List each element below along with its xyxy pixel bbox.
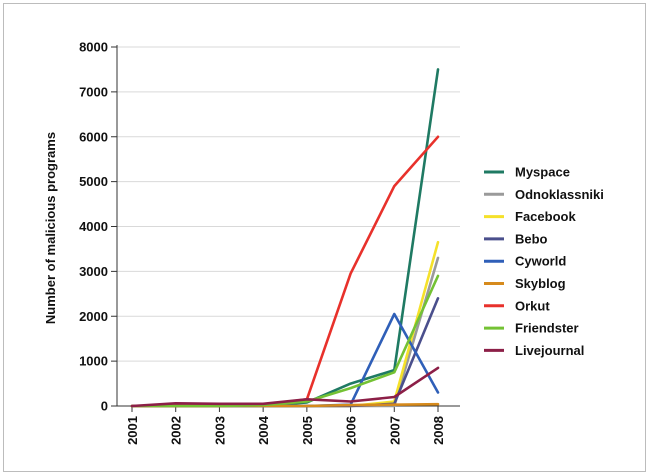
- series-line-cyworld: [130, 312, 440, 408]
- series-line-myspace: [130, 68, 440, 408]
- tick-labels: 0 1000 2000 3000 4000 5000 6000 7000 8000 2001 200…: [79, 40, 446, 445]
- series-line-bebo: [130, 296, 440, 408]
- legend-label: Friendster: [515, 321, 579, 336]
- y-tick-label: 7000: [79, 84, 108, 99]
- x-tick-label: 2007: [387, 416, 402, 445]
- series-line-odnoklassniki: [130, 256, 440, 408]
- legend-label: Bebo: [515, 231, 548, 246]
- series-line-friendster: [130, 274, 440, 408]
- y-tick-label: 8000: [79, 40, 108, 55]
- x-tick-label: 2005: [300, 416, 315, 445]
- legend-label: Myspace: [515, 165, 570, 180]
- series-lines: [130, 68, 440, 408]
- grid-lines: [117, 46, 460, 362]
- legend-label: Cyworld: [515, 254, 566, 269]
- y-tick-label: 1000: [79, 354, 108, 369]
- y-tick-label: 0: [101, 399, 108, 414]
- series-line-facebook: [130, 240, 440, 408]
- legend-label: Livejournal: [515, 343, 584, 358]
- x-tick-label: 2003: [212, 416, 227, 445]
- legend-label: Odnoklassniki: [515, 187, 604, 202]
- y-tick-label: 4000: [79, 219, 108, 234]
- y-axis-title: Number of malicious programs: [43, 132, 58, 324]
- y-tick-label: 5000: [79, 174, 108, 189]
- legend: Myspace Odnoklassniki Facebook Bebo Cyworld S…: [484, 165, 604, 358]
- x-tick-label: 2001: [125, 416, 140, 445]
- x-tick-label: 2006: [344, 416, 359, 445]
- y-tick-label: 3000: [79, 264, 108, 279]
- x-tick-label: 2008: [431, 416, 446, 445]
- legend-label: Orkut: [515, 298, 550, 313]
- y-tick-label: 2000: [79, 309, 108, 324]
- x-tick-label: 2004: [256, 415, 271, 445]
- y-tick-label: 6000: [79, 129, 108, 144]
- series-line-livejournal: [130, 366, 440, 408]
- x-tick-label: 2002: [169, 416, 184, 445]
- legend-label: Facebook: [515, 209, 576, 224]
- legend-label: Skyblog: [515, 276, 566, 291]
